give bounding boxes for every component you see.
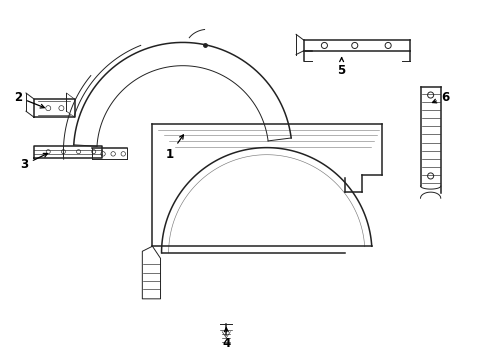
Text: 5: 5 — [338, 58, 346, 77]
Text: 4: 4 — [222, 328, 230, 350]
Text: 1: 1 — [166, 135, 183, 161]
Text: 6: 6 — [433, 91, 450, 104]
Text: 2: 2 — [14, 91, 45, 108]
Text: 3: 3 — [20, 153, 48, 171]
